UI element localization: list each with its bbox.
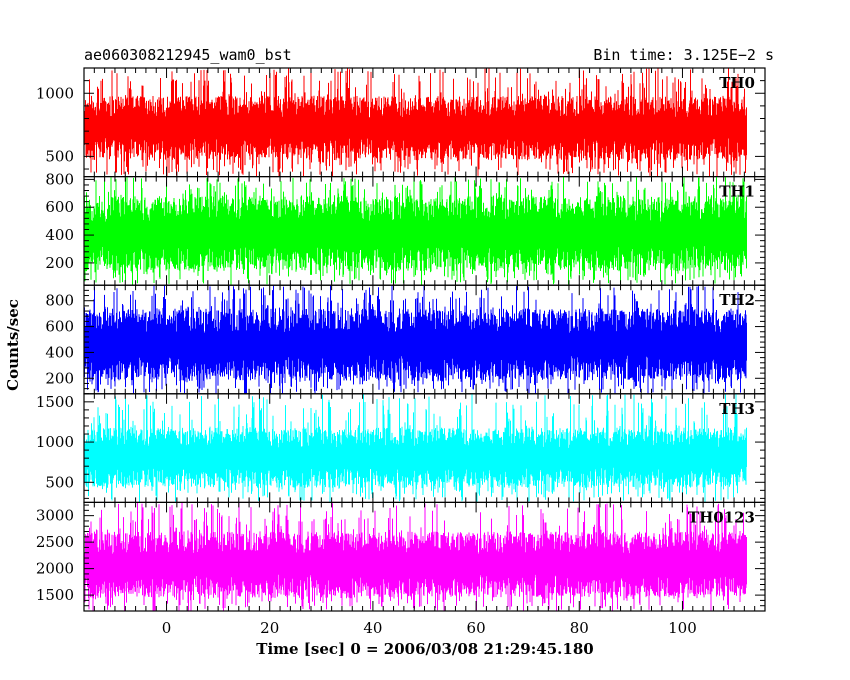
y-tick-label: 1500 xyxy=(36,393,74,411)
y-tick-label: 500 xyxy=(45,147,74,165)
panel-th0123: 1500 2000 2500 3000 TH0123 xyxy=(36,501,766,612)
x-tick-label: 40 xyxy=(363,619,382,637)
chart-title: ae060308212945_wam0_bst xyxy=(84,46,292,64)
y-tick-label: 1000 xyxy=(36,433,74,451)
series-th1 xyxy=(83,176,747,285)
panel-label: TH2 xyxy=(719,291,755,309)
y-tick-label: 800 xyxy=(45,292,74,310)
x-tick-label: 80 xyxy=(570,619,589,637)
x-tick-label: 60 xyxy=(467,619,486,637)
panel-th0: 500 1000 TH0 xyxy=(36,67,766,178)
series-th3 xyxy=(83,393,747,502)
x-tick-label: 0 xyxy=(162,619,172,637)
series-th0 xyxy=(83,68,747,177)
bin-time-label: Bin time: 3.125E−2 s xyxy=(593,46,774,64)
panel-th3: 500 1000 1500 TH3 xyxy=(36,393,766,503)
y-tick-label: 200 xyxy=(45,369,74,387)
series-th2 xyxy=(83,285,747,394)
panel-label: TH1 xyxy=(719,183,755,201)
series-th0123 xyxy=(83,502,747,611)
y-tick-label: 400 xyxy=(45,343,74,361)
panel-th1: 200 400 600 800 TH1 xyxy=(45,170,766,286)
y-tick-label: 600 xyxy=(45,318,74,336)
y-tick-label: 1500 xyxy=(36,586,74,604)
y-tick-label: 800 xyxy=(45,170,74,188)
x-tick-label: 20 xyxy=(260,619,279,637)
y-tick-label: 3000 xyxy=(36,507,74,525)
panel-label: TH3 xyxy=(719,400,755,418)
y-tick-label: 200 xyxy=(45,254,74,272)
panel-label: TH0123 xyxy=(688,508,755,526)
y-axis-title: Counts/sec xyxy=(4,299,22,391)
panel-th2: 200 400 600 800 TH2 xyxy=(45,284,766,395)
y-tick-label: 400 xyxy=(45,226,74,244)
panel-label: TH0 xyxy=(719,74,755,92)
x-axis-title: Time [sec] 0 = 2006/03/08 21:29:45.180 xyxy=(256,640,593,658)
y-tick-label: 2000 xyxy=(36,560,74,578)
x-tick-label: 100 xyxy=(668,619,697,637)
y-tick-label: 1000 xyxy=(36,84,74,102)
y-tick-label: 500 xyxy=(45,473,74,491)
y-tick-label: 2500 xyxy=(36,533,74,551)
y-tick-label: 600 xyxy=(45,198,74,216)
